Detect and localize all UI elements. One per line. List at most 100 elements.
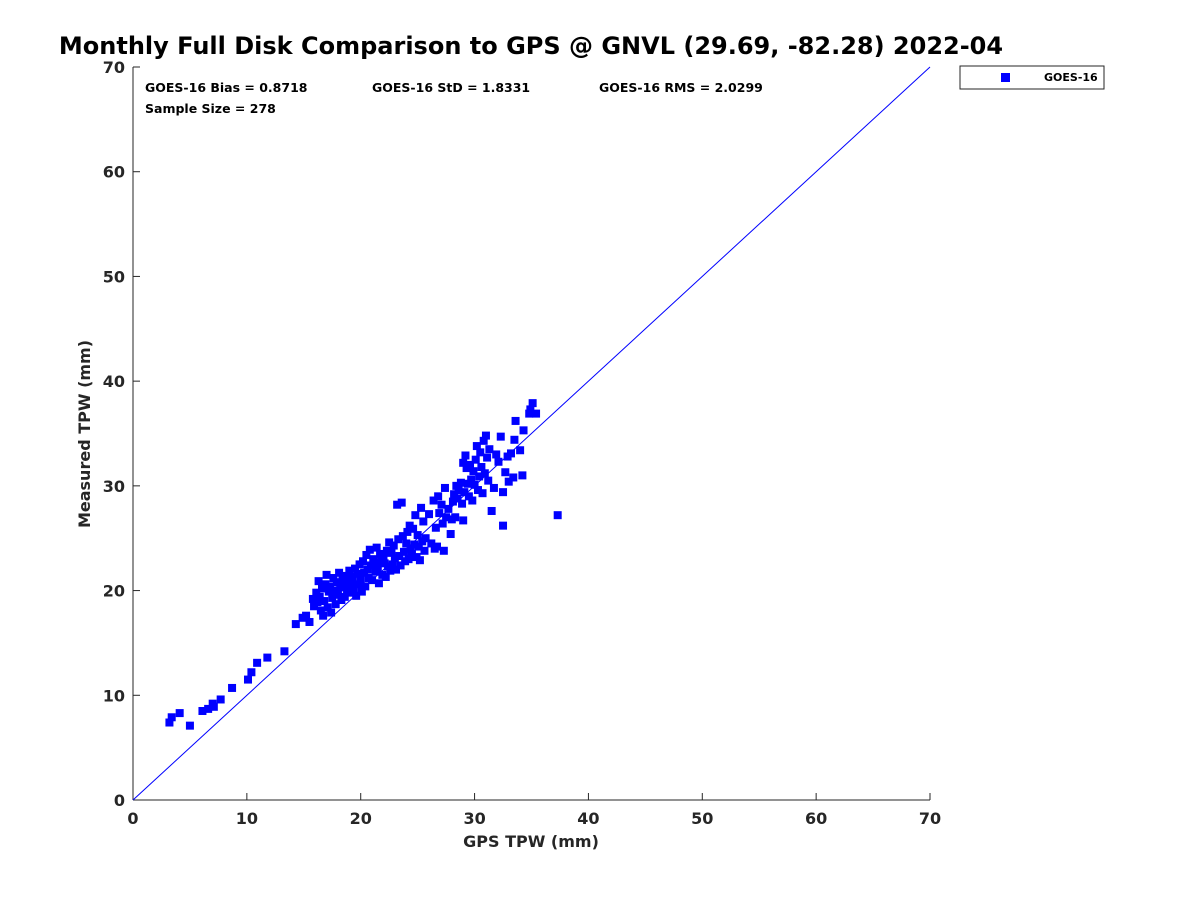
x-axis-label: GPS TPW (mm) [463,832,599,851]
data-point [320,597,329,606]
data-point [429,496,438,505]
data-point [365,545,374,554]
data-point [319,611,328,620]
data-point [314,577,323,586]
data-point [302,611,311,620]
data-point [328,593,337,602]
data-point [216,695,225,704]
data-point [494,457,503,466]
data-point [415,556,424,565]
data-point [442,513,451,522]
data-point [346,588,355,597]
data-point [450,490,459,499]
data-point [322,570,331,579]
y-ticks: 0 10 20 30 40 50 60 70 [103,58,140,810]
data-point [253,658,262,667]
data-point [480,469,489,478]
std-stat: GOES-16 StD = 1.8331 [372,80,530,95]
data-point [409,524,418,533]
data-point [362,550,371,559]
data-point [471,455,480,464]
data-point [310,602,319,611]
data-point [484,476,493,485]
data-point [525,409,534,418]
data-point [485,445,494,454]
data-point [452,481,461,490]
x-tick-label: 40 [577,809,599,828]
data-point [371,567,380,576]
data-point [228,683,237,692]
y-tick-label: 10 [103,686,125,705]
data-point [356,575,365,584]
x-tick-label: 10 [236,809,258,828]
y-tick-label: 20 [103,582,125,601]
data-point [305,617,314,626]
data-point [397,498,406,507]
data-point [396,561,405,570]
data-point [432,542,441,551]
data-point [477,463,486,472]
legend-marker [1001,73,1010,82]
legend-box [959,65,1105,90]
data-point [175,709,184,718]
data-point [499,488,508,497]
data-point [347,577,356,586]
y-tick-label: 30 [103,477,125,496]
data-point [454,486,463,495]
data-point [407,549,416,558]
data-point [345,566,354,575]
data-point [333,590,342,599]
data-point [414,542,423,551]
data-point [406,544,415,553]
data-point [504,477,513,486]
data-point [483,453,492,462]
data-point [553,511,562,520]
data-point [382,546,391,555]
data-point [460,488,469,497]
sample-size-stat: Sample Size = 278 [145,101,276,116]
data-point [461,451,470,460]
data-point [453,494,462,503]
data-point [501,468,510,477]
data-point [363,565,372,574]
data-point [384,562,393,571]
data-point [398,532,407,541]
data-point [518,471,527,480]
data-point [487,506,496,515]
data-point [323,603,332,612]
data-point [318,584,327,593]
data-point [351,564,360,573]
data-point [448,497,457,506]
data-point [526,405,535,414]
x-tick-label: 0 [127,809,138,828]
data-point [385,538,394,547]
data-point [263,653,272,662]
y-tick-label: 60 [103,163,125,182]
data-point [492,450,501,459]
y-tick-label: 70 [103,58,125,77]
data-point [413,531,422,540]
data-point [431,523,440,532]
data-point [421,534,430,543]
data-point [399,547,408,556]
data-point [341,571,350,580]
data-point [185,721,194,730]
data-point [404,555,413,564]
data-point [451,513,460,522]
data-point [459,516,468,525]
data-point [388,560,397,569]
legend: GOES-16 [959,65,1105,90]
data-point [478,489,487,498]
data-point [374,579,383,588]
data-point [339,581,348,590]
data-point [456,478,465,487]
data-point [472,442,481,451]
data-point [379,553,388,562]
data-point [352,591,361,600]
data-point [532,409,541,418]
data-point [467,475,476,484]
data-point [387,548,396,557]
data-point [438,519,447,528]
data-point [335,568,344,577]
data-point [481,431,490,440]
